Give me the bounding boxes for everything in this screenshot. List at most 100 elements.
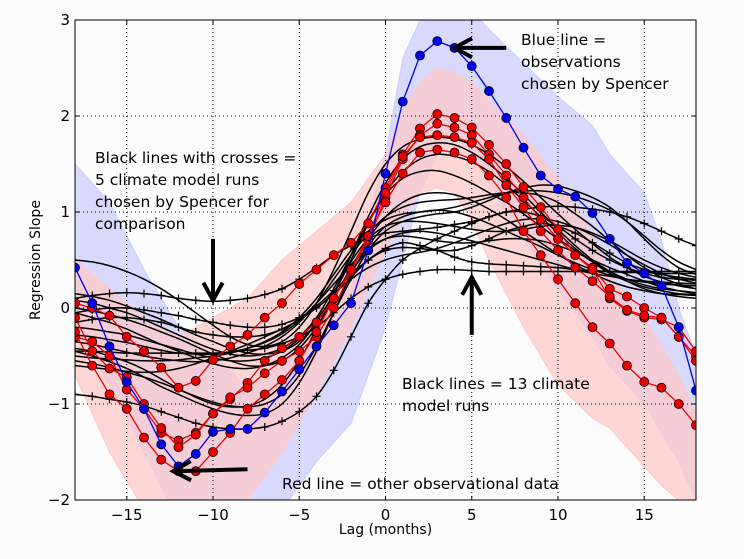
data-point: [122, 288, 131, 297]
data-point: [518, 142, 529, 153]
data-point: [432, 130, 443, 141]
data-point: [553, 274, 563, 285]
data-point: [277, 298, 287, 309]
data-point: [432, 118, 443, 129]
arrowhead-icon: [460, 273, 484, 296]
data-point: [295, 407, 304, 416]
data-point: [604, 233, 615, 244]
data-point: [397, 168, 408, 179]
data-point: [535, 170, 546, 181]
data-point: [433, 223, 442, 232]
y-tick-label: 1: [60, 203, 70, 221]
data-point: [450, 246, 459, 255]
data-point: [692, 267, 696, 276]
data-point: [295, 313, 304, 322]
data-point: [140, 289, 148, 298]
data-point: [88, 315, 97, 324]
data-point: [501, 170, 512, 181]
arrowhead-icon: [450, 36, 474, 60]
data-point: [501, 159, 512, 169]
data-point: [535, 226, 546, 237]
data-point: [87, 346, 98, 357]
data-point: [623, 212, 631, 221]
data-point: [328, 293, 339, 304]
data-point: [673, 322, 684, 333]
data-point: [450, 227, 459, 236]
data-point: [398, 238, 407, 247]
data-point: [484, 154, 494, 165]
data-point: [570, 262, 581, 273]
y-tick-label: 2: [60, 107, 70, 125]
data-point: [449, 122, 460, 133]
data-point: [122, 349, 131, 358]
data-point: [242, 382, 253, 393]
data-point: [449, 113, 460, 123]
data-point: [311, 264, 322, 275]
data-point: [157, 407, 166, 416]
series-10: [75, 189, 696, 362]
data-point: [692, 269, 696, 278]
data-point: [484, 170, 494, 181]
data-point: [277, 343, 287, 354]
data-point: [466, 61, 477, 71]
arrow-icon: [173, 467, 248, 474]
x-tick-label: 15: [635, 506, 654, 524]
data-point: [502, 227, 511, 236]
arrowhead-icon: [169, 459, 193, 483]
data-point: [105, 304, 114, 312]
data-point: [449, 147, 460, 158]
annotation-text: comparison: [95, 215, 186, 233]
data-point: [278, 284, 286, 293]
y-tick-label: −2: [48, 491, 70, 509]
annotations: Blue line = observations chosen by Spencer…: [95, 31, 669, 493]
annotation-text: Black lines with crosses =: [95, 149, 296, 167]
data-point: [656, 281, 667, 291]
data-point: [156, 423, 167, 433]
data-point: [501, 113, 512, 123]
data-point: [346, 237, 356, 248]
data-point: [656, 382, 667, 393]
data-point: [277, 355, 287, 366]
data-point: [691, 355, 696, 366]
data-point: [692, 276, 696, 285]
data-point: [657, 273, 666, 282]
data-point: [174, 323, 183, 332]
data-point: [174, 413, 183, 422]
series-layer: [75, 36, 696, 477]
data-point: [294, 364, 305, 375]
x-tick-label: −5: [288, 506, 310, 524]
data-point: [311, 327, 322, 337]
annotation-text: chosen by Spencer for: [95, 193, 269, 211]
data-point: [536, 267, 545, 276]
series-line: [75, 217, 696, 374]
data-point: [570, 298, 581, 309]
data-point: [587, 208, 598, 218]
data-point: [226, 332, 235, 341]
data-point: [657, 227, 666, 236]
data-point: [139, 403, 149, 414]
data-point: [502, 208, 511, 216]
data-point: [242, 329, 253, 340]
x-axis-label: Lag (months): [339, 522, 432, 538]
data-point: [485, 267, 493, 276]
data-point: [259, 368, 270, 379]
data-point: [157, 349, 166, 358]
data-point: [328, 320, 339, 331]
data-point: [570, 191, 581, 202]
data-point: [347, 332, 355, 341]
data-point: [380, 197, 391, 208]
data-point: [674, 234, 683, 243]
data-point: [191, 315, 200, 324]
series-line: [75, 189, 696, 362]
data-point: [157, 318, 166, 327]
data-point: [502, 260, 511, 269]
data-point: [622, 257, 632, 268]
annotation-blue: Blue line = observations chosen by Spencer: [450, 31, 669, 93]
data-point: [571, 203, 580, 212]
data-point: [673, 399, 684, 409]
data-point: [87, 298, 98, 309]
data-point: [587, 322, 598, 333]
data-point: [363, 245, 374, 256]
data-point: [605, 256, 614, 264]
